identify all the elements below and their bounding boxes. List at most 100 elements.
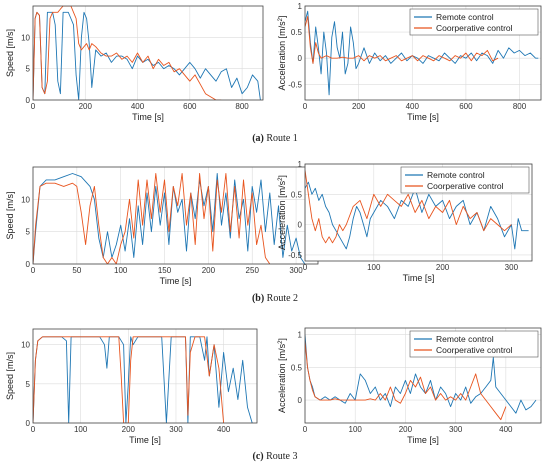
chart-5: 0 100 200 300 400 0 5 10 Time [s] Speed [m/s] xyxy=(5,328,258,445)
series-line-remote xyxy=(33,11,261,100)
legend-label-remote: Remote control xyxy=(427,170,485,180)
legend-label-cooperative: Coorperative control xyxy=(427,181,504,191)
x-tick-label: 400 xyxy=(217,425,231,434)
x-tick-label: 300 xyxy=(505,263,519,272)
chart-6: 0 100 200 300 400 0 0.5 1 Time [s] Acceleration [… xyxy=(277,327,542,445)
axes-frame xyxy=(32,5,264,101)
x-tick-label: 800 xyxy=(513,102,527,111)
x-tick-label: 400 xyxy=(406,102,420,111)
x-tick-label: 300 xyxy=(289,266,303,275)
series-line-cooperative xyxy=(33,336,225,423)
x-tick-label: 600 xyxy=(459,102,473,111)
x-tick-label: 100 xyxy=(349,425,363,434)
y-tick-label: 1 xyxy=(298,160,303,169)
x-axis-label: Time [s] xyxy=(160,276,192,286)
series-line-remote xyxy=(33,173,306,264)
legend-label-remote: Remote control xyxy=(436,12,494,22)
y-axis-label: Speed [m/s] xyxy=(5,29,15,77)
series-line-cooperative xyxy=(33,173,271,264)
series-line-remote xyxy=(305,334,537,414)
legend-label-cooperative: Coorperative control xyxy=(436,23,513,33)
y-axis-label: Speed [m/s] xyxy=(5,352,15,400)
x-tick-label: 200 xyxy=(352,102,366,111)
x-axis-label: Time [s] xyxy=(407,435,439,445)
y-tick-label: 10 xyxy=(21,33,30,42)
x-tick-label: 0 xyxy=(31,102,36,111)
x-tick-label: 200 xyxy=(436,263,450,272)
y-tick-label: 0.5 xyxy=(291,28,303,37)
x-tick-label: 300 xyxy=(449,425,463,434)
x-tick-label: 200 xyxy=(122,425,136,434)
series-line-remote xyxy=(305,181,529,250)
x-tick-label: 0 xyxy=(31,425,36,434)
x-axis-label: Time [s] xyxy=(403,273,435,283)
y-tick-label: 5 xyxy=(26,380,31,389)
x-tick-label: 100 xyxy=(114,266,128,275)
legend-box xyxy=(409,330,539,358)
x-tick-label: 300 xyxy=(169,425,183,434)
plot-area xyxy=(33,6,263,100)
series-line-cooperative xyxy=(305,170,512,244)
y-tick-label: 5 xyxy=(26,65,31,74)
y-tick-label: 0 xyxy=(26,419,31,428)
legend-label-cooperative: Coorperative control xyxy=(436,345,513,355)
x-tick-label: 200 xyxy=(202,266,216,275)
y-tick-label: 0 xyxy=(298,221,303,230)
axes-frame xyxy=(32,328,258,424)
x-tick-label: 0 xyxy=(303,425,308,434)
x-tick-label: 150 xyxy=(158,266,172,275)
x-tick-label: 100 xyxy=(74,425,88,434)
y-axis-label: Acceleration [m/s2] xyxy=(277,175,287,250)
x-tick-label: 400 xyxy=(131,102,145,111)
legend-box xyxy=(400,166,530,194)
x-tick-label: 200 xyxy=(399,425,413,434)
x-tick-label: 100 xyxy=(367,263,381,272)
caption-route-2: (b) Route 2 xyxy=(251,293,299,304)
y-tick-label: 10 xyxy=(21,341,30,350)
y-tick-label: 0 xyxy=(298,54,303,63)
x-tick-label: 250 xyxy=(246,266,260,275)
series-line-remote xyxy=(305,10,539,96)
x-tick-label: 0 xyxy=(303,263,308,272)
series-line-cooperative xyxy=(33,6,222,100)
y-tick-label: 0 xyxy=(26,260,31,269)
x-tick-label: 200 xyxy=(79,102,93,111)
x-tick-label: 0 xyxy=(303,102,308,111)
chart-1: 0 200 400 600 800 0 5 10 Time [s] Speed [m/s] xyxy=(5,5,264,122)
y-tick-label: 10 xyxy=(21,195,30,204)
x-axis-label: Time [s] xyxy=(129,435,161,445)
y-tick-label: 0.5 xyxy=(291,190,303,199)
plot-area xyxy=(33,167,318,264)
x-axis-label: Time [s] xyxy=(132,112,164,122)
x-tick-label: 0 xyxy=(31,266,36,275)
y-tick-label: -0.5 xyxy=(288,80,302,89)
caption-route-1: (a) Route 1 xyxy=(252,133,298,144)
y-axis-label: Acceleration [m/s2] xyxy=(277,16,287,91)
x-tick-label: 400 xyxy=(499,425,513,434)
x-tick-label: 800 xyxy=(235,102,249,111)
y-axis-label: Acceleration [m/s2] xyxy=(277,338,287,413)
x-tick-label: 600 xyxy=(183,102,197,111)
y-tick-label: 0 xyxy=(298,396,303,405)
axes-frame xyxy=(304,5,542,101)
x-axis-label: Time [s] xyxy=(407,112,439,122)
x-tick-label: 50 xyxy=(72,266,81,275)
y-tick-label: 1 xyxy=(298,331,303,340)
axes-frame xyxy=(304,163,533,262)
y-tick-label: -0.5 xyxy=(288,251,302,260)
legend-box xyxy=(409,8,539,36)
y-tick-label: 0 xyxy=(26,96,31,105)
series-line-cooperative xyxy=(305,341,507,421)
y-tick-label: 1 xyxy=(298,2,303,11)
caption-route-3: (c) Route 3 xyxy=(252,451,298,462)
chart-2: 0 200 400 600 800 -0.5 0 0.5 1 Time [s] Accelerati… xyxy=(277,2,542,122)
y-tick-label: 5 xyxy=(26,228,31,237)
series-line-cooperative xyxy=(305,15,499,64)
y-axis-label: Speed [m/s] xyxy=(5,191,15,239)
legend-label-remote: Remote control xyxy=(436,334,494,344)
